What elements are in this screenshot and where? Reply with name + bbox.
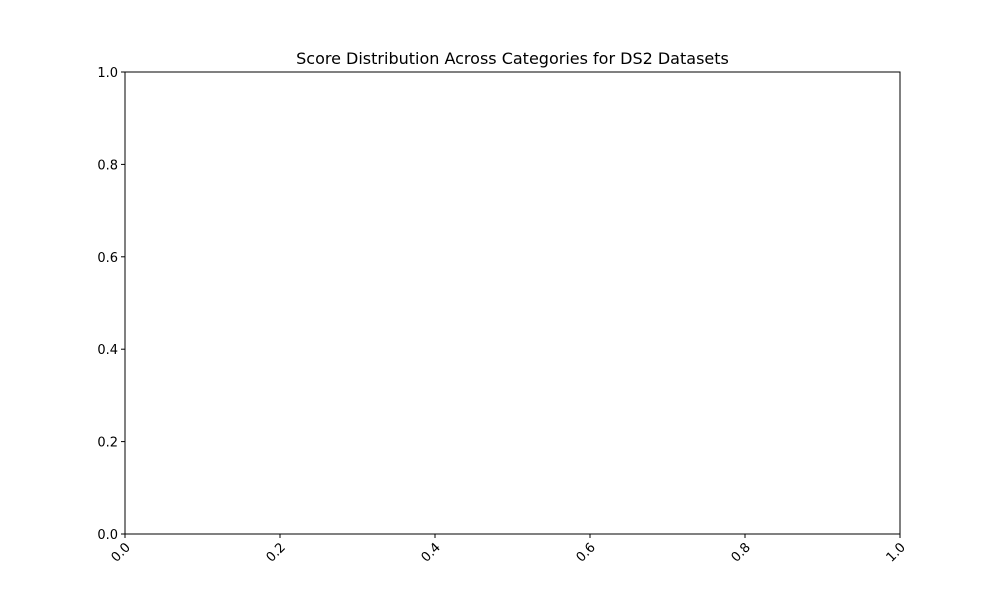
chart-title: Score Distribution Across Categories for… — [296, 49, 729, 68]
x-tick-label: 0.6 — [574, 540, 599, 565]
x-axis: 0.0 0.2 0.4 0.6 0.8 1.0 — [109, 534, 909, 565]
y-tick-label: 0.0 — [97, 528, 118, 543]
x-tick-label: 1.0 — [884, 540, 909, 565]
x-tick-label: 0.4 — [419, 540, 444, 565]
y-tick-label: 0.4 — [97, 343, 118, 358]
y-tick-label: 0.2 — [97, 436, 118, 451]
y-tick-label: 1.0 — [97, 66, 118, 81]
x-tick-label: 0.8 — [729, 540, 754, 565]
y-axis: 0.0 0.2 0.4 0.6 0.8 1.0 — [97, 66, 125, 543]
y-tick-label: 0.6 — [97, 251, 118, 266]
x-tick-label: 0.0 — [109, 540, 134, 565]
y-tick-label: 0.8 — [97, 158, 118, 173]
plot-area — [124, 71, 901, 535]
x-tick-label: 0.2 — [264, 540, 289, 565]
